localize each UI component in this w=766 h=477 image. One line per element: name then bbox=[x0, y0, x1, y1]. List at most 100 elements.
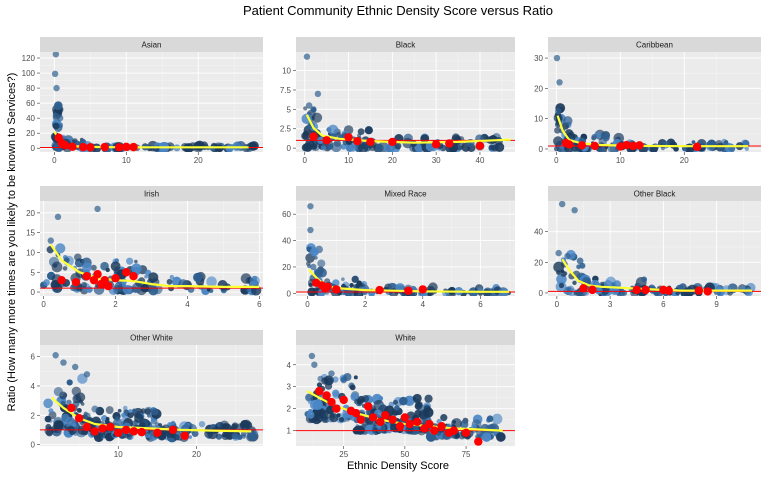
y-tick-label: 40 bbox=[534, 228, 543, 237]
data-point bbox=[134, 413, 144, 423]
plot-area-asian bbox=[40, 52, 263, 152]
data-point bbox=[399, 396, 408, 406]
strip-label-other-white: Other White bbox=[130, 334, 173, 343]
data-point bbox=[144, 408, 152, 415]
highlight-point bbox=[98, 424, 107, 433]
x-tick-label: 0 bbox=[41, 300, 46, 309]
plot-area-other-black bbox=[548, 201, 761, 296]
data-point bbox=[311, 112, 323, 123]
highlight-point bbox=[82, 272, 91, 281]
data-point bbox=[418, 410, 428, 420]
highlight-point bbox=[104, 281, 113, 291]
highlight-point bbox=[635, 141, 644, 150]
highlight-point bbox=[78, 142, 88, 152]
x-tick-label: 20 bbox=[192, 450, 201, 459]
y-tick-label: 2 bbox=[287, 405, 292, 414]
data-point bbox=[127, 411, 134, 419]
data-point bbox=[378, 396, 384, 401]
data-point bbox=[237, 434, 243, 440]
data-point bbox=[308, 282, 313, 288]
x-axis-title: Ethnic Density Score bbox=[347, 460, 449, 472]
smooth-line bbox=[49, 243, 260, 288]
data-point bbox=[53, 387, 63, 397]
panel-irish: Irish 0 2 4 6 0 5 10 15 20 bbox=[26, 186, 263, 309]
data-point bbox=[166, 278, 173, 285]
data-point bbox=[44, 415, 52, 423]
data-point-outlier bbox=[328, 370, 335, 377]
x-tick-label: 6 bbox=[257, 300, 262, 309]
highlight-point bbox=[616, 142, 625, 151]
highlight-point bbox=[588, 285, 597, 295]
y-tick-label: 0 bbox=[31, 441, 36, 450]
y-tick-label: 3 bbox=[287, 383, 292, 392]
data-point-outlier bbox=[571, 206, 578, 214]
data-point bbox=[60, 400, 66, 406]
x-tick-label: 40 bbox=[476, 156, 485, 165]
data-point-outlier bbox=[305, 102, 313, 109]
data-point bbox=[53, 420, 64, 431]
data-point-outlier bbox=[72, 363, 79, 371]
data-point bbox=[240, 273, 252, 284]
y-tick-label: 0 bbox=[31, 144, 36, 153]
highlight-point bbox=[404, 286, 413, 295]
y-tick-label: 100 bbox=[22, 69, 36, 78]
strip-label-asian: Asian bbox=[141, 41, 161, 50]
highlight-point bbox=[322, 391, 331, 400]
data-point-outlier bbox=[555, 249, 562, 257]
highlight-point bbox=[323, 282, 332, 291]
y-tick-label: 0 bbox=[539, 289, 544, 298]
panel-black: Black 0 10 20 30 40 0 2.5 5 7.5 10 bbox=[280, 37, 515, 165]
data-point bbox=[576, 257, 584, 265]
y-tick-label: 40 bbox=[26, 114, 35, 123]
data-point bbox=[394, 405, 400, 411]
data-point-outlier bbox=[47, 237, 54, 244]
plot-area-irish bbox=[40, 205, 263, 296]
data-point bbox=[317, 259, 326, 268]
data-point bbox=[73, 253, 82, 262]
data-point bbox=[76, 407, 82, 413]
y-tick-label: 1 bbox=[287, 427, 292, 436]
data-point bbox=[353, 425, 363, 435]
data-point bbox=[105, 406, 114, 414]
data-point bbox=[440, 414, 448, 422]
data-point bbox=[191, 430, 199, 437]
data-point bbox=[145, 433, 150, 439]
data-point-outlier bbox=[60, 359, 67, 366]
x-tick-label: 3 bbox=[608, 300, 613, 309]
data-point bbox=[364, 126, 373, 135]
data-point bbox=[72, 422, 77, 428]
highlight-point bbox=[368, 413, 378, 422]
highlight-point bbox=[430, 426, 439, 435]
data-point bbox=[558, 282, 565, 289]
highlight-point bbox=[381, 411, 390, 420]
data-point bbox=[331, 389, 340, 397]
data-point bbox=[72, 138, 78, 144]
data-point bbox=[486, 415, 494, 423]
strip-other-white bbox=[40, 330, 263, 345]
data-point bbox=[641, 276, 648, 283]
y-tick-label: 40 bbox=[282, 237, 291, 246]
x-tick-label: 2 bbox=[113, 300, 118, 309]
y-tick-label: 5 bbox=[31, 268, 36, 277]
data-point bbox=[591, 133, 597, 140]
data-point bbox=[110, 261, 121, 272]
strip-caribbean bbox=[548, 37, 761, 52]
y-tick-label: 2 bbox=[31, 411, 36, 420]
highlight-point bbox=[122, 142, 131, 152]
highlight-point bbox=[376, 417, 385, 427]
data-point bbox=[147, 413, 151, 418]
highlight-point bbox=[692, 142, 702, 152]
y-axis-title: Ratio (How many more times are you likel… bbox=[6, 73, 18, 412]
highlight-point bbox=[431, 140, 441, 149]
data-point bbox=[394, 142, 402, 150]
data-point bbox=[563, 116, 573, 126]
highlight-point bbox=[564, 140, 574, 149]
panel-other-black: Other Black 0 3 6 9 0 20 40 bbox=[534, 186, 761, 309]
data-point bbox=[349, 384, 356, 391]
data-point-outlier bbox=[54, 103, 62, 111]
x-tick-label: 0 bbox=[303, 156, 308, 165]
data-point bbox=[338, 416, 345, 423]
data-point bbox=[706, 139, 717, 150]
